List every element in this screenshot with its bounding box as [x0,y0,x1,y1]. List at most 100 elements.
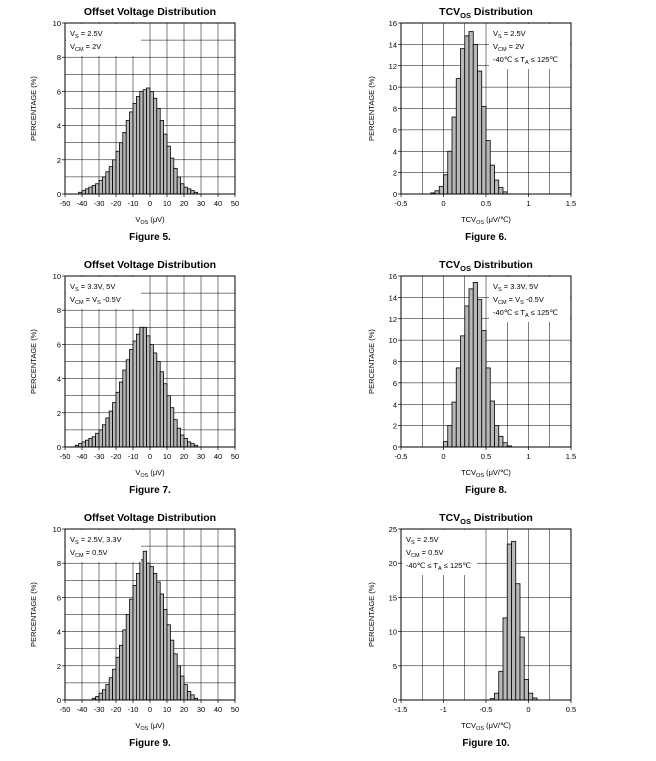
y-tick-label: 0 [393,696,397,705]
histogram-bar [102,689,107,701]
x-axis-label: TCVOS (μV/℃) [461,721,511,732]
y-axis-label: PERCENTAGE (%) [367,76,376,141]
histogram-bar [142,550,147,701]
histogram-bar [132,102,137,195]
histogram-bar [129,349,134,448]
histogram-bar [85,188,90,195]
y-tick-label: 0 [393,190,397,199]
histogram-bar [166,395,171,448]
y-tick-label: 2 [57,156,61,165]
histogram-bars [91,550,198,701]
histogram-bar [149,91,154,195]
figure-caption: Figure 7. [129,485,171,496]
x-tick-label: 30 [197,705,205,714]
x-tick-label: 0 [148,199,152,208]
histogram-bar [451,116,457,195]
histogram-bar [447,425,453,448]
histogram-bar [169,639,175,701]
legend-text: VS = 3.3V, 5V [493,282,538,293]
x-tick-label: -30 [94,705,105,714]
y-tick-label: 5 [393,662,397,671]
y-tick-label: 4 [393,147,397,156]
histogram-bar [186,441,192,448]
y-axis-label: PERCENTAGE (%) [29,582,38,647]
legend-box [66,530,141,562]
y-tick-label: 25 [389,525,397,534]
y-tick-label: 15 [389,593,397,602]
y-tick-label: 8 [57,559,61,568]
y-tick-label: 2 [393,169,397,178]
histogram-bar [163,133,168,195]
histogram-bar [502,617,508,701]
histogram-bar [112,159,117,195]
histogram-bar [139,91,144,195]
histogram-bar [173,167,178,195]
histogram-bars [74,326,198,448]
chart-title: TCVOS Distribution [439,259,533,273]
histogram-bar [494,179,500,195]
x-tick-label: 40 [214,452,222,461]
histogram-bar [95,696,100,701]
x-tick-label: 30 [197,452,205,461]
histogram-bars [78,87,198,195]
histogram-bar [183,438,188,448]
histogram-bar [169,157,175,195]
histogram-bar [105,417,110,448]
histogram-bar [159,120,164,195]
histogram-bar [81,441,86,448]
histogram-bar [146,87,151,195]
histogram-bar [108,410,113,448]
histogram-bar [180,183,185,195]
histogram-bar [489,164,495,195]
y-tick-label: 16 [389,272,397,281]
x-tick-label: 10 [163,452,171,461]
y-tick-label: 8 [57,306,61,315]
y-tick-label: 4 [393,400,397,409]
histogram-bar [122,629,127,701]
y-tick-label: 0 [57,696,61,705]
histogram-bar [498,187,504,195]
x-tick-label: -1.5 [395,705,408,714]
histogram-bar [515,583,521,701]
histogram-bar [464,305,470,448]
histogram-bar [152,97,158,195]
histogram-bar [468,288,474,448]
histogram-bar [152,573,158,701]
x-tick-label: 50 [231,199,239,208]
histogram-bar [135,573,141,701]
histogram-bar [88,438,93,448]
figure-caption: Figure 9. [129,738,171,749]
histogram-bar [125,359,130,448]
histogram-bar [115,150,120,195]
x-tick-label: 10 [163,199,171,208]
legend-box [489,24,570,69]
legend-text: -40℃ ≤ TA ≤ 125℃ [406,561,471,572]
y-tick-label: 4 [57,375,61,384]
histogram-bar [139,326,144,448]
x-tick-label: -30 [94,199,105,208]
histogram-bar [481,330,487,448]
histogram-bar [183,186,188,195]
x-tick-label: 0.5 [481,199,491,208]
histogram-bar [166,624,171,701]
x-tick-label: 0.5 [566,705,576,714]
x-tick-label: 0.5 [481,452,491,461]
chart-6: VS = 2.5V VCM = 0.5V -40℃ ≤ TA ≤ 125℃ -1.5 -… [367,512,576,749]
histogram-bar [489,400,495,448]
histogram-bar [523,679,529,701]
histogram-bar [506,543,512,701]
histogram-bar [81,190,86,195]
histogram-bar [135,333,141,448]
x-tick-label: -0.5 [395,452,408,461]
chart-title: Offset Voltage Distribution [84,512,216,524]
legend-text: VS = 2.5V, 3.3V [70,535,122,546]
histogram-bar [149,343,154,448]
histogram-bar [455,78,461,195]
x-tick-label: 30 [197,199,205,208]
histogram-bar [176,665,181,701]
histogram-bar [102,176,107,195]
x-axis-label: VOS (μV) [135,215,165,226]
histogram-bar [149,566,154,701]
y-tick-label: 6 [393,126,397,135]
histogram-bar [129,111,134,195]
